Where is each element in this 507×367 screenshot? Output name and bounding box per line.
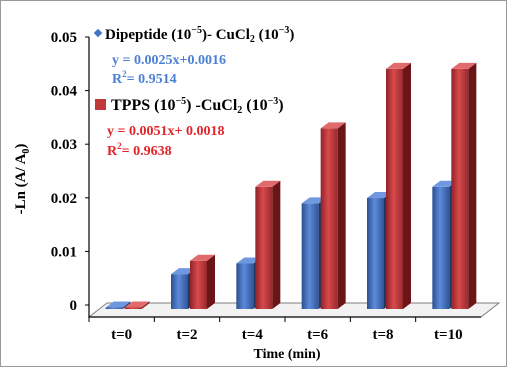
bar-top [105,301,131,308]
x-axis-ticks: t=0 t=2 t=4 t=6 t=8 t=10 [88,317,463,343]
x-tick-label: t=8 [372,327,393,343]
y-axis-ticks: 0 0.01 0.02 0.03 0.04 0.05 [51,30,89,314]
y-tick-label: 0.05 [51,30,77,46]
bar-top [367,192,392,199]
r-squared-dipeptide: R2= 0.9514 [112,69,177,87]
y-axis-title: -Ln (A/ A0) [13,144,32,215]
bar-top [432,180,458,187]
y-tick-label: 0.03 [51,137,77,153]
legend-label-tpps: TPPS (10−5) -CuCl2 (10−3) [111,96,284,116]
x-tick-label: t=0 [111,327,132,343]
legend-marker-dipeptide [93,28,103,38]
x-axis-title: Time (min) [253,347,320,362]
bar-side [207,254,215,309]
bar-front [301,203,319,309]
bar-front [171,274,188,309]
bar [190,254,215,309]
bar-top [320,122,346,129]
bar-side [403,62,411,309]
y-tick-label: 0.01 [51,244,77,260]
y-tick-label: 0.04 [51,84,78,100]
bar-front [451,68,469,309]
bar-front [320,128,338,309]
bar-side [468,62,477,309]
bar [386,62,411,309]
bar-front [236,263,254,309]
x-tick-label: t=2 [176,327,197,343]
legend-label-dipeptide: Dipeptide (10−5)- CuCl2 (10−3) [105,25,294,45]
bar-front [255,186,273,309]
bar-side [141,301,150,309]
x-tick-label: t=10 [434,327,463,343]
bar [124,301,150,309]
bar [255,180,281,309]
fit-equation-tpps: y = 0.0051x+ 0.0018 [107,124,224,139]
bar-front [190,260,207,309]
legend-marker-tpps [95,99,106,110]
bar-top [236,257,262,264]
fit-equation-dipeptide: y = 0.0025x+0.0016 [112,53,226,68]
bar-side [272,180,281,309]
bar-front [432,186,450,309]
bar [105,301,131,309]
bar-top [301,197,327,204]
bar-side [337,122,346,309]
bar-front [105,307,123,309]
x-tick-label: t=4 [242,327,264,343]
y-tick-label: 0.02 [51,191,77,207]
legend-item-dipeptide: Dipeptide (10−5)- CuCl2 (10−3) [93,25,294,45]
x-tick-label: t=6 [307,327,329,343]
bar-series [105,62,477,309]
legend-item-tpps: TPPS (10−5) -CuCl2 (10−3) [95,96,284,116]
bar-top [171,268,196,275]
bar-top [190,254,215,261]
y-tick-label: 0 [70,298,78,314]
bar-front [124,307,142,309]
bar-side [122,301,131,309]
bar-front [367,198,384,309]
bar [320,122,346,309]
bar-top [451,62,477,69]
r-squared-tpps: R2= 0.9638 [107,141,172,159]
bar-top [124,301,150,308]
bar-top [386,62,411,69]
bar [451,62,477,309]
bar-top [255,180,281,187]
bar-front [386,68,403,309]
legend: Dipeptide (10−5)- CuCl2 (10−3) y = 0.002… [93,25,294,159]
